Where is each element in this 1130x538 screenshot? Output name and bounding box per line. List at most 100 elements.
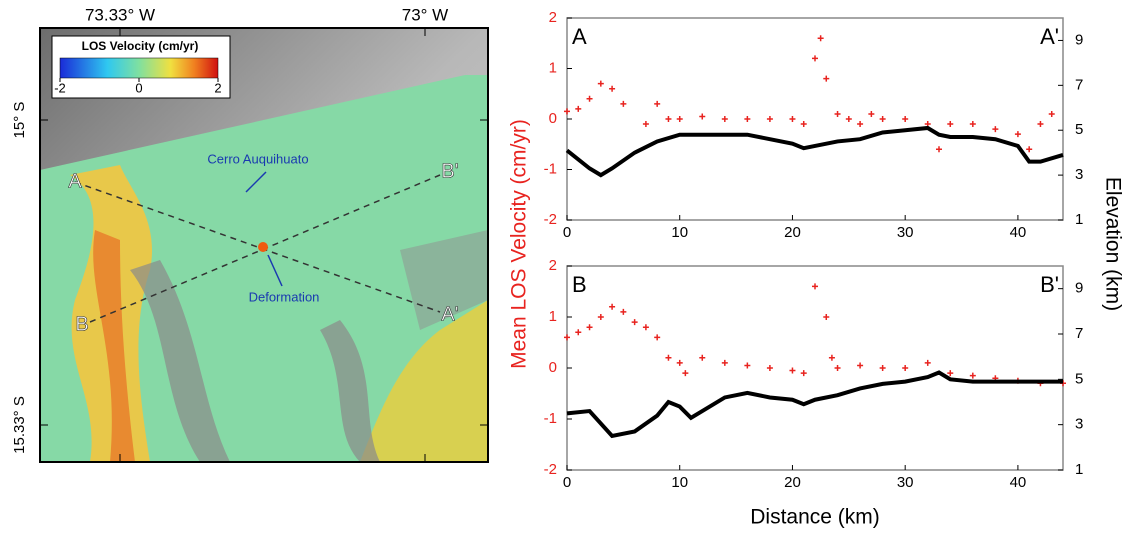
profile-label: B' [441,160,458,182]
x-tick-label: 30 [897,224,914,241]
x-tick-label: 10 [671,474,688,491]
colorbar-tick-label: 2 [214,80,221,95]
velocity-point [834,365,841,371]
y-tick-label: -2 [544,461,557,478]
velocity-point [879,116,886,122]
velocity-point [789,367,796,374]
velocity-point [766,116,773,122]
colorbar-tick-label: 0 [135,80,142,95]
x-tick-label: 10 [671,224,688,241]
velocity-point [744,116,751,122]
x-tick-label: 20 [784,474,801,491]
velocity-point [817,35,824,42]
y2-tick-label: 5 [1075,370,1083,387]
plot-frame [566,265,1064,471]
velocity-point [665,354,672,361]
velocity-point [879,365,886,371]
y-tick-label: -1 [544,160,557,177]
velocity-point [823,75,830,82]
velocity-point [823,314,830,320]
y2-tick-label: 5 [1075,121,1083,138]
velocity-point [597,80,604,87]
velocity-point [868,110,875,117]
velocity-point [845,116,852,122]
velocity-point [676,116,683,122]
velocity-point [812,55,818,62]
velocity-point [828,354,835,361]
velocity-point [1014,131,1021,138]
y2-tick-label: 3 [1075,416,1083,433]
velocity-point [575,329,582,336]
x-tick-label: 40 [1010,224,1027,241]
velocity-point [609,303,616,310]
lon-label: 73.33° W [85,5,155,24]
hillshade-patch [130,260,230,462]
velocity-point [564,108,570,115]
velocity-point [800,370,807,377]
velocity-point [936,146,942,153]
velocity-point [766,365,773,371]
colorbar-ticks: -2 0 2 [54,78,222,95]
lat-label: 15.33° S [11,396,28,454]
velocity-point [597,314,604,320]
map-frame [39,27,489,463]
velocity-point [857,362,864,369]
x-tick-label: 0 [563,224,571,241]
velocity-high [93,230,135,462]
hillshade-patch [320,320,380,462]
panel-label: B' [1040,272,1059,297]
velocity-point [947,370,954,377]
velocity-point [812,283,818,290]
x-tick-label: 40 [1010,474,1027,491]
y2-tick-label: 9 [1075,280,1083,297]
panel-label: A' [1040,24,1059,49]
y-tick-label: -2 [544,211,557,228]
y2-tick-label: 1 [1075,211,1083,228]
colorbar-tick-label: -2 [54,80,66,95]
y2-tick-label: 1 [1075,461,1083,478]
colorbar-title: LOS Velocity (cm/yr) [82,39,199,53]
arrow [267,254,283,287]
y-tick-label: 2 [549,257,557,274]
y-tick-label: 0 [549,359,557,376]
velocity-point [947,121,954,128]
velocity-point [654,100,661,107]
velocity-point [721,116,728,122]
velocity-point [1048,110,1055,117]
annotation: Cerro Auquihuato [207,151,308,166]
velocity-point [564,334,570,341]
map: 73.33° W 73° W 15° S 15.33° S A A' B B' … [11,5,489,463]
velocity-point [699,354,706,361]
y-tick-label: 2 [549,9,557,26]
y2-tick-label: 3 [1075,166,1083,183]
velocity-point [620,100,627,107]
velocity-point [834,110,841,117]
lon-label: 73° W [402,5,448,24]
y2-tick-label: 9 [1075,31,1083,48]
panel-label: B [572,272,587,297]
velocity-point [789,116,796,122]
y-tick-label: 1 [549,308,557,325]
x-tick-label: 0 [563,474,571,491]
y-tick-label: 0 [549,110,557,127]
x-tick-label: 30 [897,474,914,491]
velocity-point [902,116,909,122]
colorbar [59,57,219,79]
panel-label: A [572,24,587,49]
velocity-point [575,105,582,112]
x-tick-label: 20 [784,224,801,241]
velocity-point [665,116,672,122]
velocity-point [586,95,593,102]
velocity-point [969,121,976,128]
annotation: Deformation [249,289,320,304]
velocity-point [1026,146,1033,153]
velocity-point [924,359,931,366]
lat-label: 15° S [11,102,28,139]
profile-label: A' [441,303,458,325]
y2-tick-label: 7 [1075,325,1083,342]
velocity-point [586,324,593,331]
velocity-point [744,362,751,369]
profile-line [74,181,441,313]
